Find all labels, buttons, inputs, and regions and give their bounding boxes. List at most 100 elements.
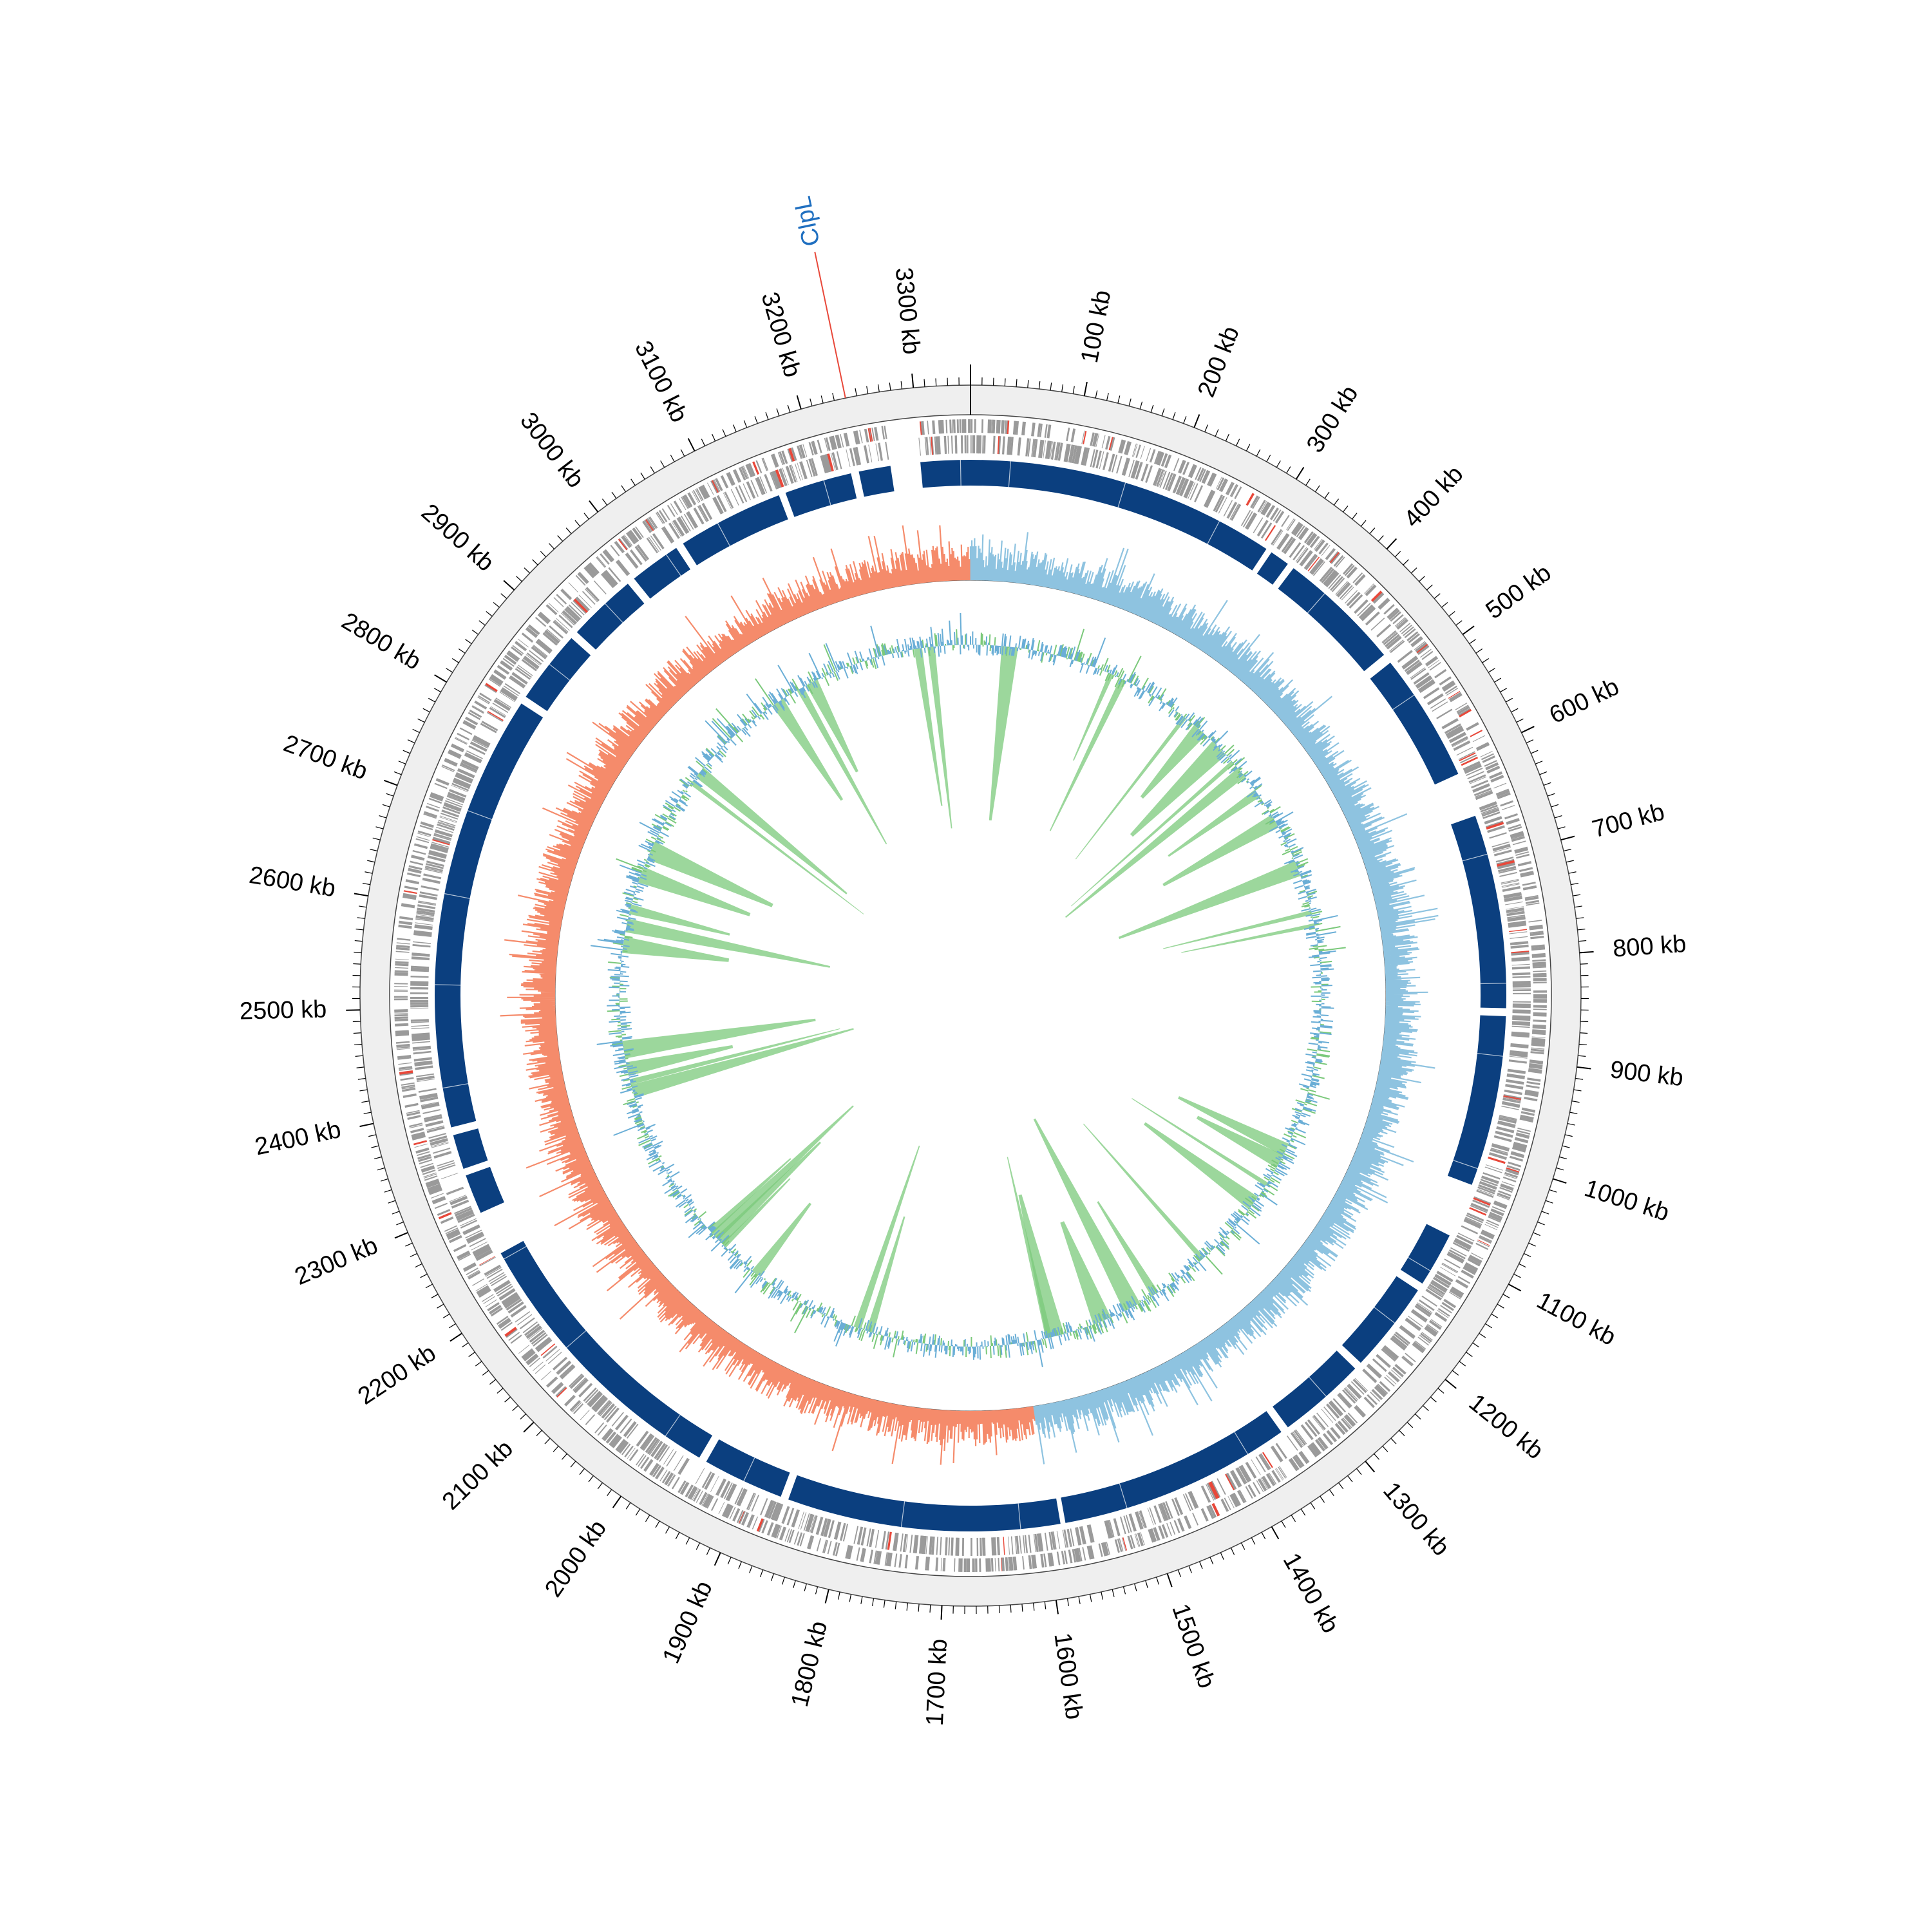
gene-feature: [556, 618, 570, 631]
gene-feature: [419, 1094, 438, 1098]
minor-tick: [458, 649, 466, 654]
gene-feature: [1185, 481, 1195, 498]
gene-feature: [760, 1498, 768, 1516]
alignment-block: [453, 1128, 488, 1169]
gene-feature: [1164, 454, 1172, 468]
gene-feature: [431, 1141, 449, 1147]
gene-feature: [1271, 529, 1283, 545]
gene-feature: [621, 1443, 631, 1455]
gene-feature: [886, 1552, 891, 1566]
gene-feature: [455, 737, 468, 744]
minor-tick: [375, 826, 384, 829]
gene-feature: [625, 553, 638, 569]
gene-feature: [418, 1156, 432, 1162]
gene-feature: [1386, 1374, 1397, 1385]
tick-label: 2000 kb: [540, 1515, 612, 1602]
gene-feature: [1521, 1108, 1535, 1113]
minor-tick: [471, 629, 479, 635]
gene-feature: [1231, 504, 1241, 521]
minor-tick: [553, 1446, 559, 1452]
gene-feature: [1510, 1043, 1529, 1046]
gene-feature: [394, 986, 408, 987]
gene-feature: [1014, 1536, 1018, 1555]
gene-feature: [419, 894, 437, 899]
gene-feature: [1485, 1164, 1503, 1171]
gene-feature: [524, 1323, 540, 1336]
gene-feature: [629, 549, 643, 565]
minor-tick: [1578, 940, 1587, 942]
gene-feature: [635, 526, 644, 538]
gene-feature: [1242, 511, 1253, 527]
gene-feature: [449, 789, 467, 798]
gene-feature: [1466, 1215, 1483, 1224]
gene-feature: [1132, 443, 1137, 457]
gene-feature: [410, 1002, 429, 1005]
minor-tick: [493, 601, 500, 608]
tick-label: 2300 kb: [291, 1232, 382, 1291]
gene-feature: [423, 1173, 437, 1179]
gene-feature: [1532, 964, 1546, 968]
gene-feature: [412, 1134, 426, 1141]
gene-feature: [1056, 442, 1061, 460]
gene-feature: [1008, 1536, 1010, 1555]
gene-feature: [533, 1334, 548, 1347]
minor-tick: [1547, 793, 1555, 797]
gene-feature: [1532, 1024, 1546, 1027]
gene-feature: [411, 1132, 425, 1136]
gene-feature: [1504, 1174, 1517, 1180]
gc-content-dip: [722, 1178, 791, 1248]
gene-feature: [475, 1249, 493, 1260]
gene-feature: [681, 1482, 690, 1495]
gene-feature: [435, 829, 453, 835]
gene-feature: [688, 511, 699, 527]
tick-label: 900 kb: [1609, 1056, 1685, 1092]
gene-feature: [397, 1054, 412, 1059]
gene-feature: [1402, 1356, 1414, 1365]
gene-feature: [1407, 1316, 1423, 1327]
minor-tick: [384, 1189, 392, 1193]
gc-content-dip: [1065, 768, 1245, 918]
gc-content-dip: [1075, 716, 1187, 860]
gene-feature: [952, 419, 956, 433]
gene-feature: [1064, 1530, 1069, 1548]
major-tick: [1193, 414, 1200, 428]
gene-feature: [677, 1480, 685, 1493]
major-tick: [1365, 1461, 1376, 1473]
gene-feature: [1328, 574, 1341, 589]
gene-feature: [413, 1057, 432, 1062]
gene-feature: [1523, 886, 1537, 891]
gene-feature: [806, 1535, 813, 1549]
gene-feature: [798, 1511, 804, 1530]
gene-feature: [1456, 746, 1473, 756]
gene-feature: [836, 451, 842, 469]
gene-feature: [1155, 468, 1162, 486]
gene-feature: [1031, 1555, 1035, 1569]
minor-tick: [1050, 383, 1052, 391]
gene-feature: [1292, 522, 1302, 536]
gene-feature: [1415, 641, 1427, 652]
gene-feature: [1390, 1369, 1402, 1379]
gene-feature: [943, 1558, 946, 1572]
gene-feature: [1309, 558, 1323, 574]
gene-feature: [1517, 861, 1532, 867]
gene-feature: [1419, 1334, 1431, 1344]
minor-tick: [415, 1263, 422, 1268]
tick-label: 500 kb: [1481, 559, 1557, 624]
gene-feature: [603, 1405, 617, 1421]
minor-tick: [1300, 1508, 1306, 1516]
minor-tick: [1423, 1405, 1429, 1412]
minor-tick: [1557, 826, 1566, 829]
gene-feature: [875, 1551, 880, 1565]
gene-feature: [735, 486, 744, 504]
gene-feature: [1491, 775, 1504, 782]
gene-feature: [699, 486, 708, 499]
gene-feature: [1417, 645, 1430, 656]
gene-feature: [1070, 1528, 1075, 1547]
gene-feature: [1372, 592, 1385, 604]
gene-feature: [1048, 1531, 1054, 1550]
gene-feature: [799, 1533, 805, 1547]
gene-feature: [1517, 1127, 1531, 1132]
gene-feature: [1082, 1547, 1086, 1561]
gene-feature: [422, 877, 440, 883]
gene-feature: [412, 849, 426, 855]
